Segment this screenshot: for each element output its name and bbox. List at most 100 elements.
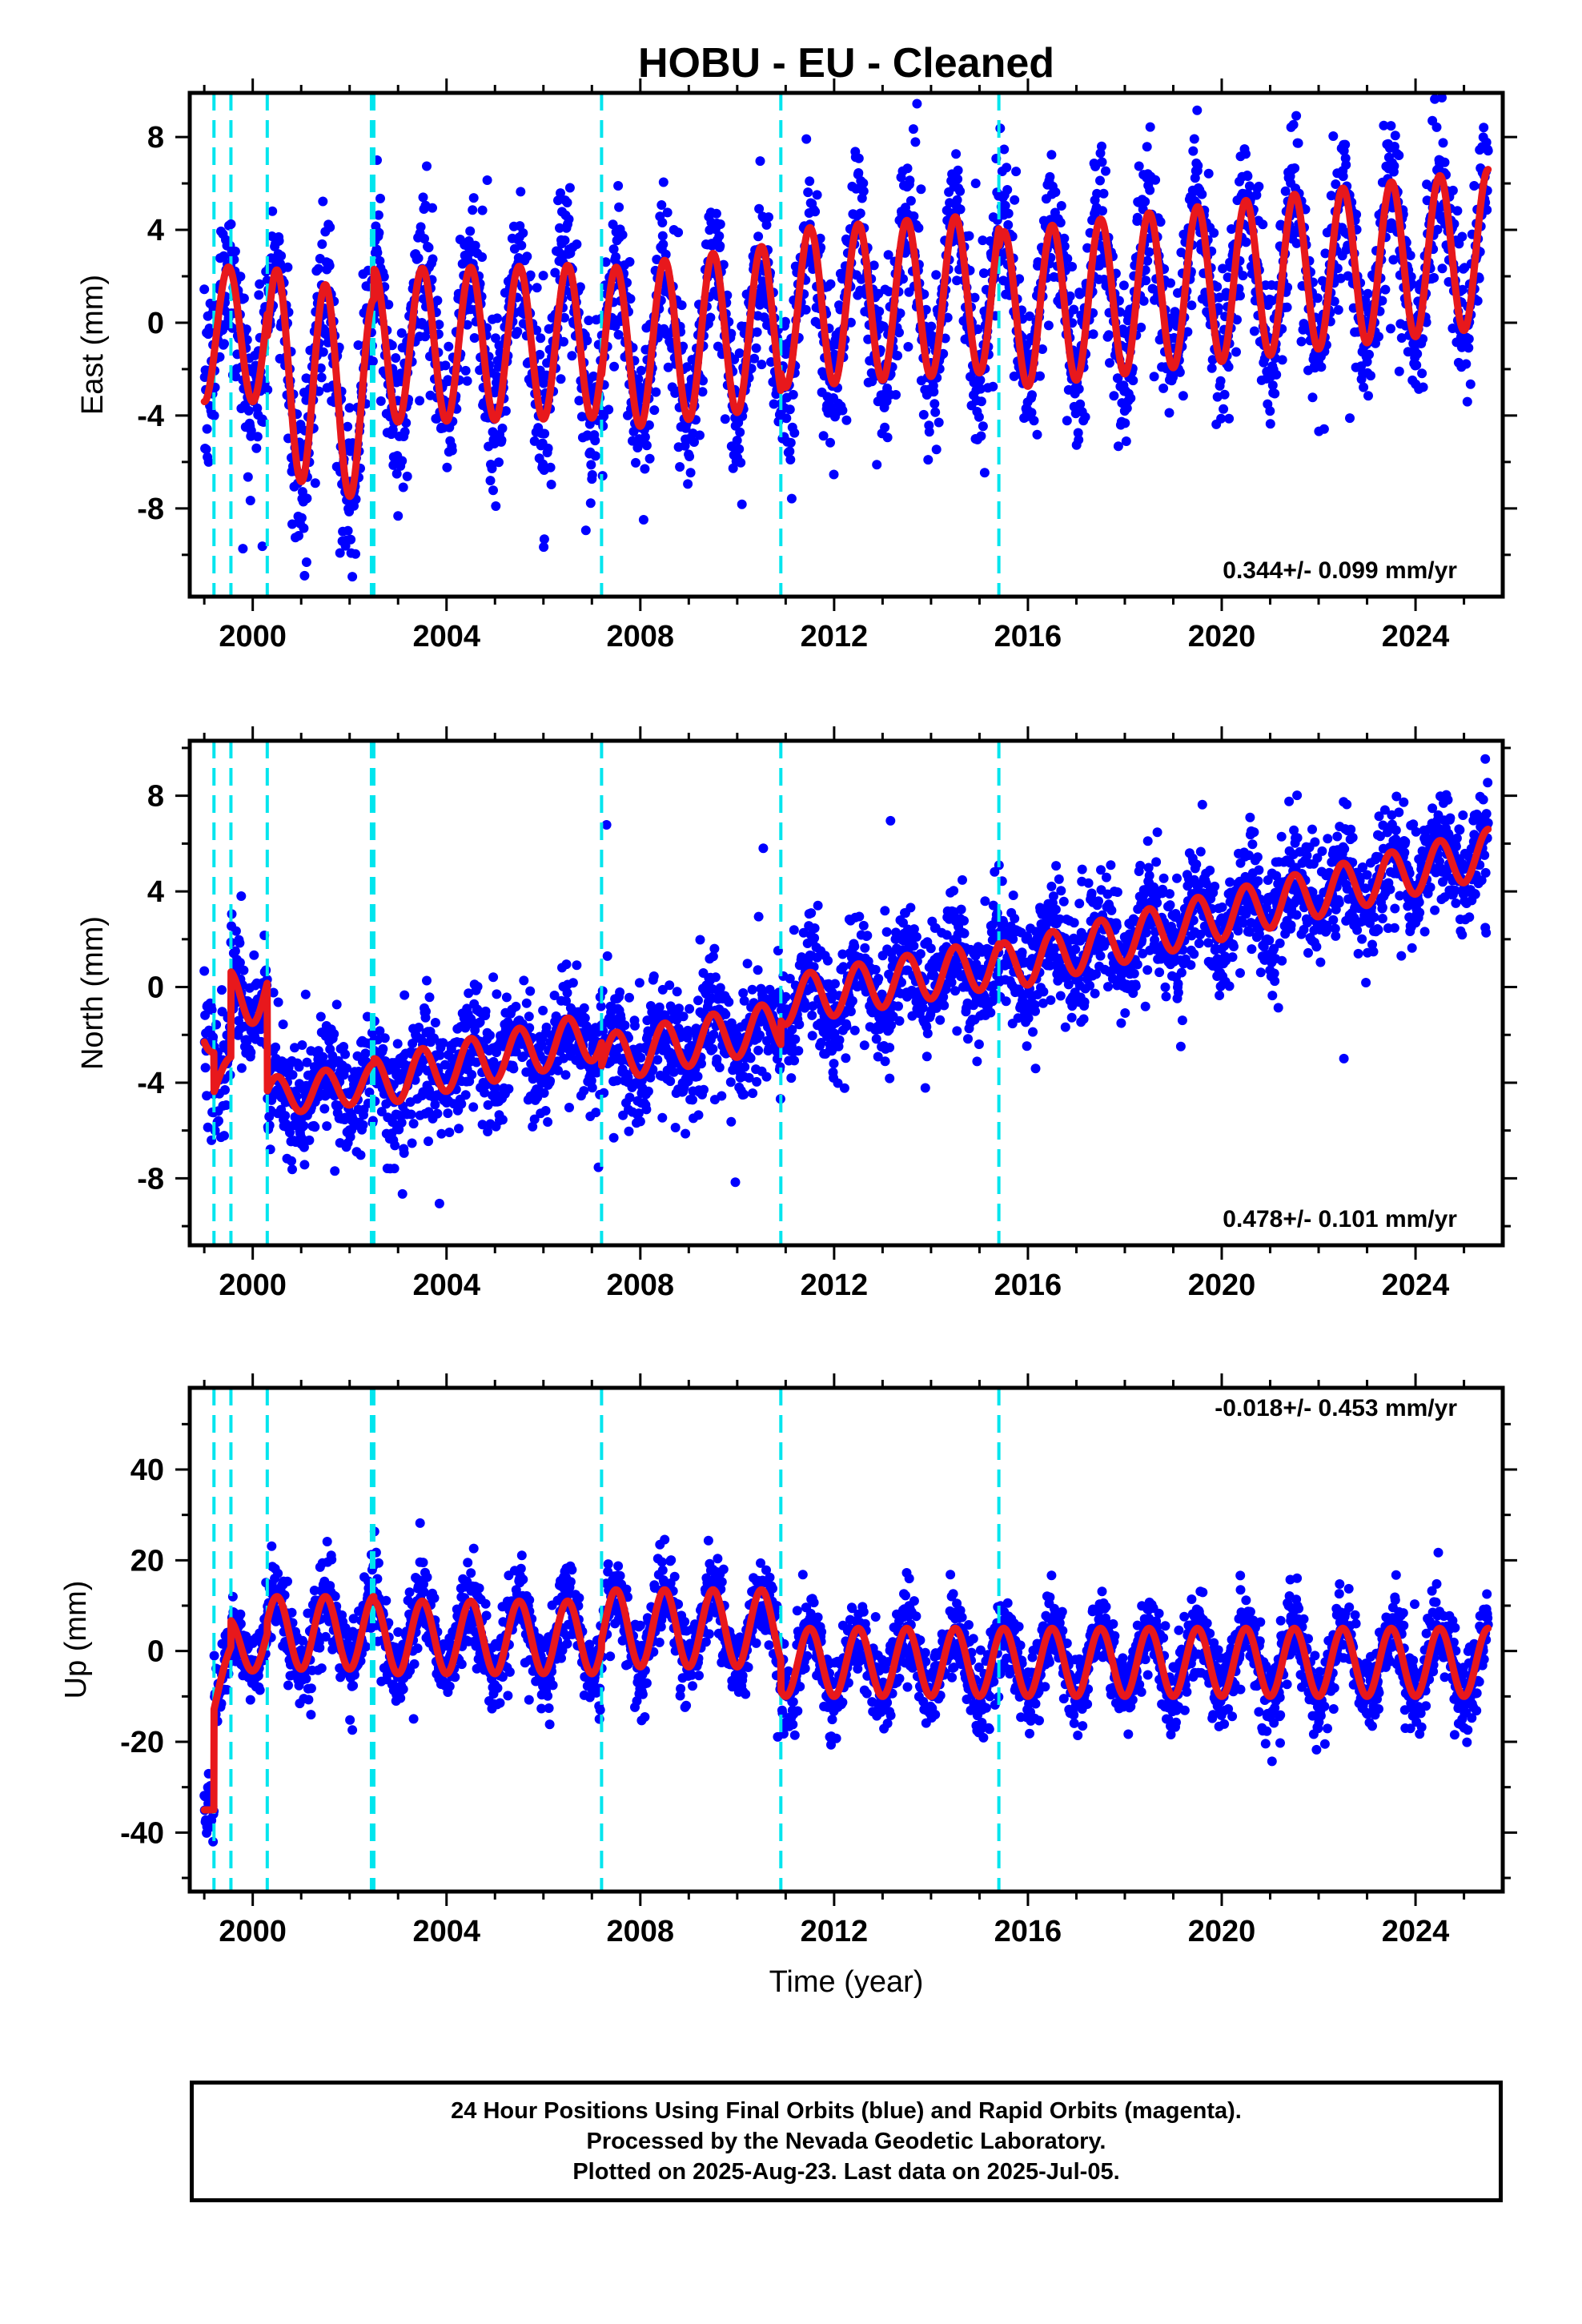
data-point	[1003, 208, 1014, 219]
data-point	[579, 1086, 589, 1096]
data-point	[648, 971, 659, 981]
data-point	[301, 557, 311, 567]
data-point	[582, 336, 592, 346]
data-point	[564, 1103, 574, 1112]
data-point	[636, 1052, 646, 1063]
data-point	[739, 1089, 749, 1100]
data-point	[1319, 424, 1329, 434]
data-point	[263, 384, 273, 395]
data-point	[658, 239, 669, 250]
data-point	[709, 1029, 719, 1039]
data-point	[683, 479, 693, 489]
data-point	[518, 228, 528, 238]
data-point	[1394, 151, 1404, 160]
data-point	[273, 997, 283, 1007]
data-point	[1002, 185, 1013, 195]
data-point	[586, 460, 596, 470]
x-tick-label: 2020	[1188, 620, 1256, 653]
outlier-point	[539, 542, 549, 553]
data-point	[1341, 159, 1351, 170]
data-point	[219, 251, 229, 261]
data-point	[1363, 391, 1373, 401]
data-point	[674, 1003, 685, 1014]
data-point	[1282, 302, 1292, 312]
data-point	[1249, 326, 1259, 336]
data-point	[1188, 146, 1199, 156]
data-point	[1095, 175, 1105, 186]
data-point	[243, 405, 254, 416]
y-tick-label: 4	[147, 214, 164, 247]
data-point	[416, 222, 426, 232]
data-point	[652, 1055, 663, 1065]
data-point	[560, 1070, 571, 1080]
data-point	[805, 176, 815, 187]
data-point	[635, 1116, 645, 1127]
data-point	[325, 222, 335, 232]
data-point	[882, 432, 893, 443]
data-point	[587, 470, 597, 480]
x-tick-label: 2016	[994, 620, 1062, 653]
data-point	[397, 1188, 408, 1199]
data-point	[561, 959, 572, 970]
data-point	[1074, 435, 1084, 445]
outlier-point	[482, 175, 492, 185]
data-point	[714, 231, 725, 241]
data-point	[930, 399, 940, 409]
data-point	[1380, 284, 1391, 295]
data-point	[591, 1108, 601, 1118]
data-point	[785, 437, 796, 448]
data-point	[428, 203, 437, 213]
data-point	[245, 496, 255, 505]
data-point	[239, 965, 249, 975]
plot-area	[199, 93, 1493, 597]
outlier-point	[644, 453, 655, 464]
data-point	[1045, 171, 1055, 182]
outlier-point	[639, 436, 649, 447]
data-point	[397, 456, 408, 466]
data-point	[1080, 412, 1090, 422]
data-point	[330, 1166, 340, 1176]
data-point	[432, 1108, 443, 1119]
data-point	[785, 455, 796, 464]
data-point	[1101, 166, 1110, 176]
data-point	[761, 1072, 772, 1082]
data-point	[1265, 406, 1275, 416]
data-point	[315, 1011, 326, 1022]
data-point	[825, 279, 836, 289]
data-point	[379, 271, 389, 282]
plot-area	[199, 741, 1493, 1245]
data-point	[1088, 329, 1098, 340]
data-point	[367, 356, 378, 367]
data-point	[1333, 305, 1343, 315]
data-point	[751, 343, 761, 353]
data-point	[1098, 206, 1107, 216]
x-tick-label: 2008	[607, 620, 675, 653]
data-point	[1429, 272, 1439, 283]
data-point	[695, 430, 705, 440]
x-tick-label: 2012	[801, 620, 869, 653]
data-point	[789, 428, 800, 438]
data-point	[480, 1006, 491, 1016]
outlier-point	[316, 372, 327, 383]
data-point	[543, 1117, 553, 1127]
data-point	[726, 1116, 737, 1127]
outlier-point	[786, 493, 797, 504]
data-point	[434, 1198, 444, 1208]
data-point	[391, 353, 401, 363]
data-point	[358, 1120, 368, 1130]
data-point	[299, 1120, 309, 1131]
data-point	[413, 253, 424, 263]
data-point	[657, 1112, 668, 1123]
data-point	[1109, 391, 1119, 401]
data-point	[913, 223, 924, 233]
outlier-point	[238, 544, 248, 554]
data-point	[393, 511, 404, 521]
outlier-point	[970, 179, 981, 188]
data-point	[685, 452, 695, 461]
data-point	[560, 235, 570, 246]
y-tick-label: 0	[147, 307, 164, 340]
data-point	[430, 1100, 440, 1110]
data-point	[355, 1150, 366, 1160]
data-point	[203, 456, 214, 467]
data-point	[235, 271, 246, 282]
